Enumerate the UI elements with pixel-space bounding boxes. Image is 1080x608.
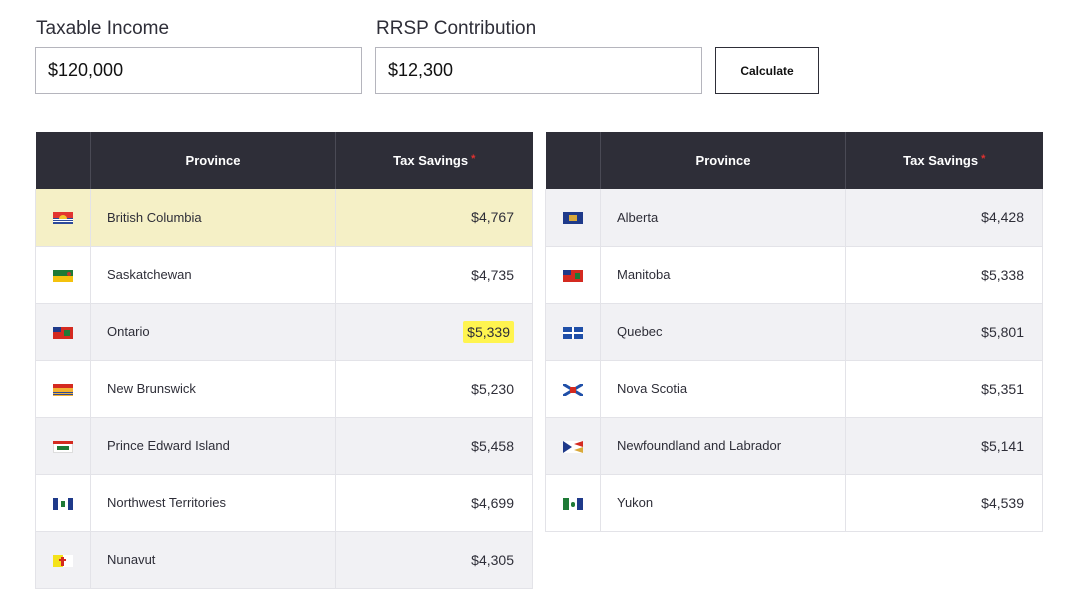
- rrsp-contribution-label: RRSP Contribution: [376, 18, 537, 39]
- tax-savings-value: $4,305: [335, 531, 533, 589]
- table-header-row: Province Tax Savings *: [35, 132, 533, 189]
- on-flag-icon: [53, 326, 73, 339]
- province-name: Nova Scotia: [600, 360, 846, 418]
- tax-savings-value: $5,141: [845, 417, 1043, 475]
- province-column-header[interactable]: Province: [600, 132, 846, 189]
- bc-flag-icon: [53, 212, 73, 225]
- province-name: Prince Edward Island: [90, 417, 336, 475]
- ab-flag-icon: [563, 212, 583, 225]
- table-row[interactable]: Saskatchewan $4,735: [35, 246, 533, 304]
- table-row[interactable]: Alberta $4,428: [545, 189, 1043, 247]
- tax-savings-column-header[interactable]: Tax Savings *: [335, 132, 533, 189]
- sk-flag-icon: [53, 269, 73, 282]
- table-row[interactable]: Nunavut $4,305: [35, 531, 533, 589]
- table-row[interactable]: British Columbia $4,767: [35, 189, 533, 247]
- table-row[interactable]: Prince Edward Island $5,458: [35, 417, 533, 475]
- tax-savings-value: $5,230: [335, 360, 533, 418]
- nu-flag-icon: [53, 554, 73, 567]
- tax-savings-value: $4,699: [335, 474, 533, 532]
- tax-savings-value: $5,339: [335, 303, 533, 361]
- tax-savings-table-left: Province Tax Savings * British Columbia $…: [35, 132, 533, 589]
- tax-savings-column-header[interactable]: Tax Savings *: [845, 132, 1043, 189]
- province-name: Northwest Territories: [90, 474, 336, 532]
- taxable-income-input[interactable]: [35, 47, 362, 94]
- table-row[interactable]: Yukon $4,539: [545, 474, 1043, 532]
- province-name: Newfoundland and Labrador: [600, 417, 846, 475]
- nb-flag-icon: [53, 383, 73, 396]
- table-row[interactable]: New Brunswick $5,230: [35, 360, 533, 418]
- province-name: Yukon: [600, 474, 846, 532]
- qc-flag-icon: [563, 326, 583, 339]
- calculate-button[interactable]: Calculate: [715, 47, 819, 94]
- province-name: Ontario: [90, 303, 336, 361]
- province-name: Nunavut: [90, 531, 336, 589]
- table-row[interactable]: Manitoba $5,338: [545, 246, 1043, 304]
- pe-flag-icon: [53, 440, 73, 453]
- table-row[interactable]: Ontario $5,339: [35, 303, 533, 361]
- table-row[interactable]: Newfoundland and Labrador $5,141: [545, 417, 1043, 475]
- province-name: British Columbia: [90, 189, 336, 247]
- tax-savings-value: $5,351: [845, 360, 1043, 418]
- province-name: New Brunswick: [90, 360, 336, 418]
- table-row[interactable]: Northwest Territories $4,699: [35, 474, 533, 532]
- tax-savings-value: $4,735: [335, 246, 533, 304]
- table-row[interactable]: Nova Scotia $5,351: [545, 360, 1043, 418]
- flag-column-header: [35, 132, 91, 189]
- tax-savings-table-right: Province Tax Savings * Alberta $4,428 Man…: [545, 132, 1043, 532]
- province-name: Manitoba: [600, 246, 846, 304]
- rrsp-contribution-input[interactable]: [375, 47, 702, 94]
- tax-savings-value: $4,428: [845, 189, 1043, 247]
- tax-savings-value: $5,338: [845, 246, 1043, 304]
- table-row[interactable]: Quebec $5,801: [545, 303, 1043, 361]
- tax-savings-value: $4,767: [335, 189, 533, 247]
- tax-savings-value: $5,801: [845, 303, 1043, 361]
- yt-flag-icon: [563, 497, 583, 510]
- province-name: Saskatchewan: [90, 246, 336, 304]
- highlighted-value: $5,339: [463, 320, 514, 343]
- flag-column-header: [545, 132, 601, 189]
- province-column-header[interactable]: Province: [90, 132, 336, 189]
- required-marker: *: [981, 153, 986, 165]
- ns-flag-icon: [563, 383, 583, 396]
- nt-flag-icon: [53, 497, 73, 510]
- taxable-income-label: Taxable Income: [36, 18, 170, 39]
- required-marker: *: [471, 153, 476, 165]
- province-name: Alberta: [600, 189, 846, 247]
- table-header-row: Province Tax Savings *: [545, 132, 1043, 189]
- mb-flag-icon: [563, 269, 583, 282]
- province-name: Quebec: [600, 303, 846, 361]
- tax-savings-value: $5,458: [335, 417, 533, 475]
- nl-flag-icon: [563, 440, 583, 453]
- tax-savings-value: $4,539: [845, 474, 1043, 532]
